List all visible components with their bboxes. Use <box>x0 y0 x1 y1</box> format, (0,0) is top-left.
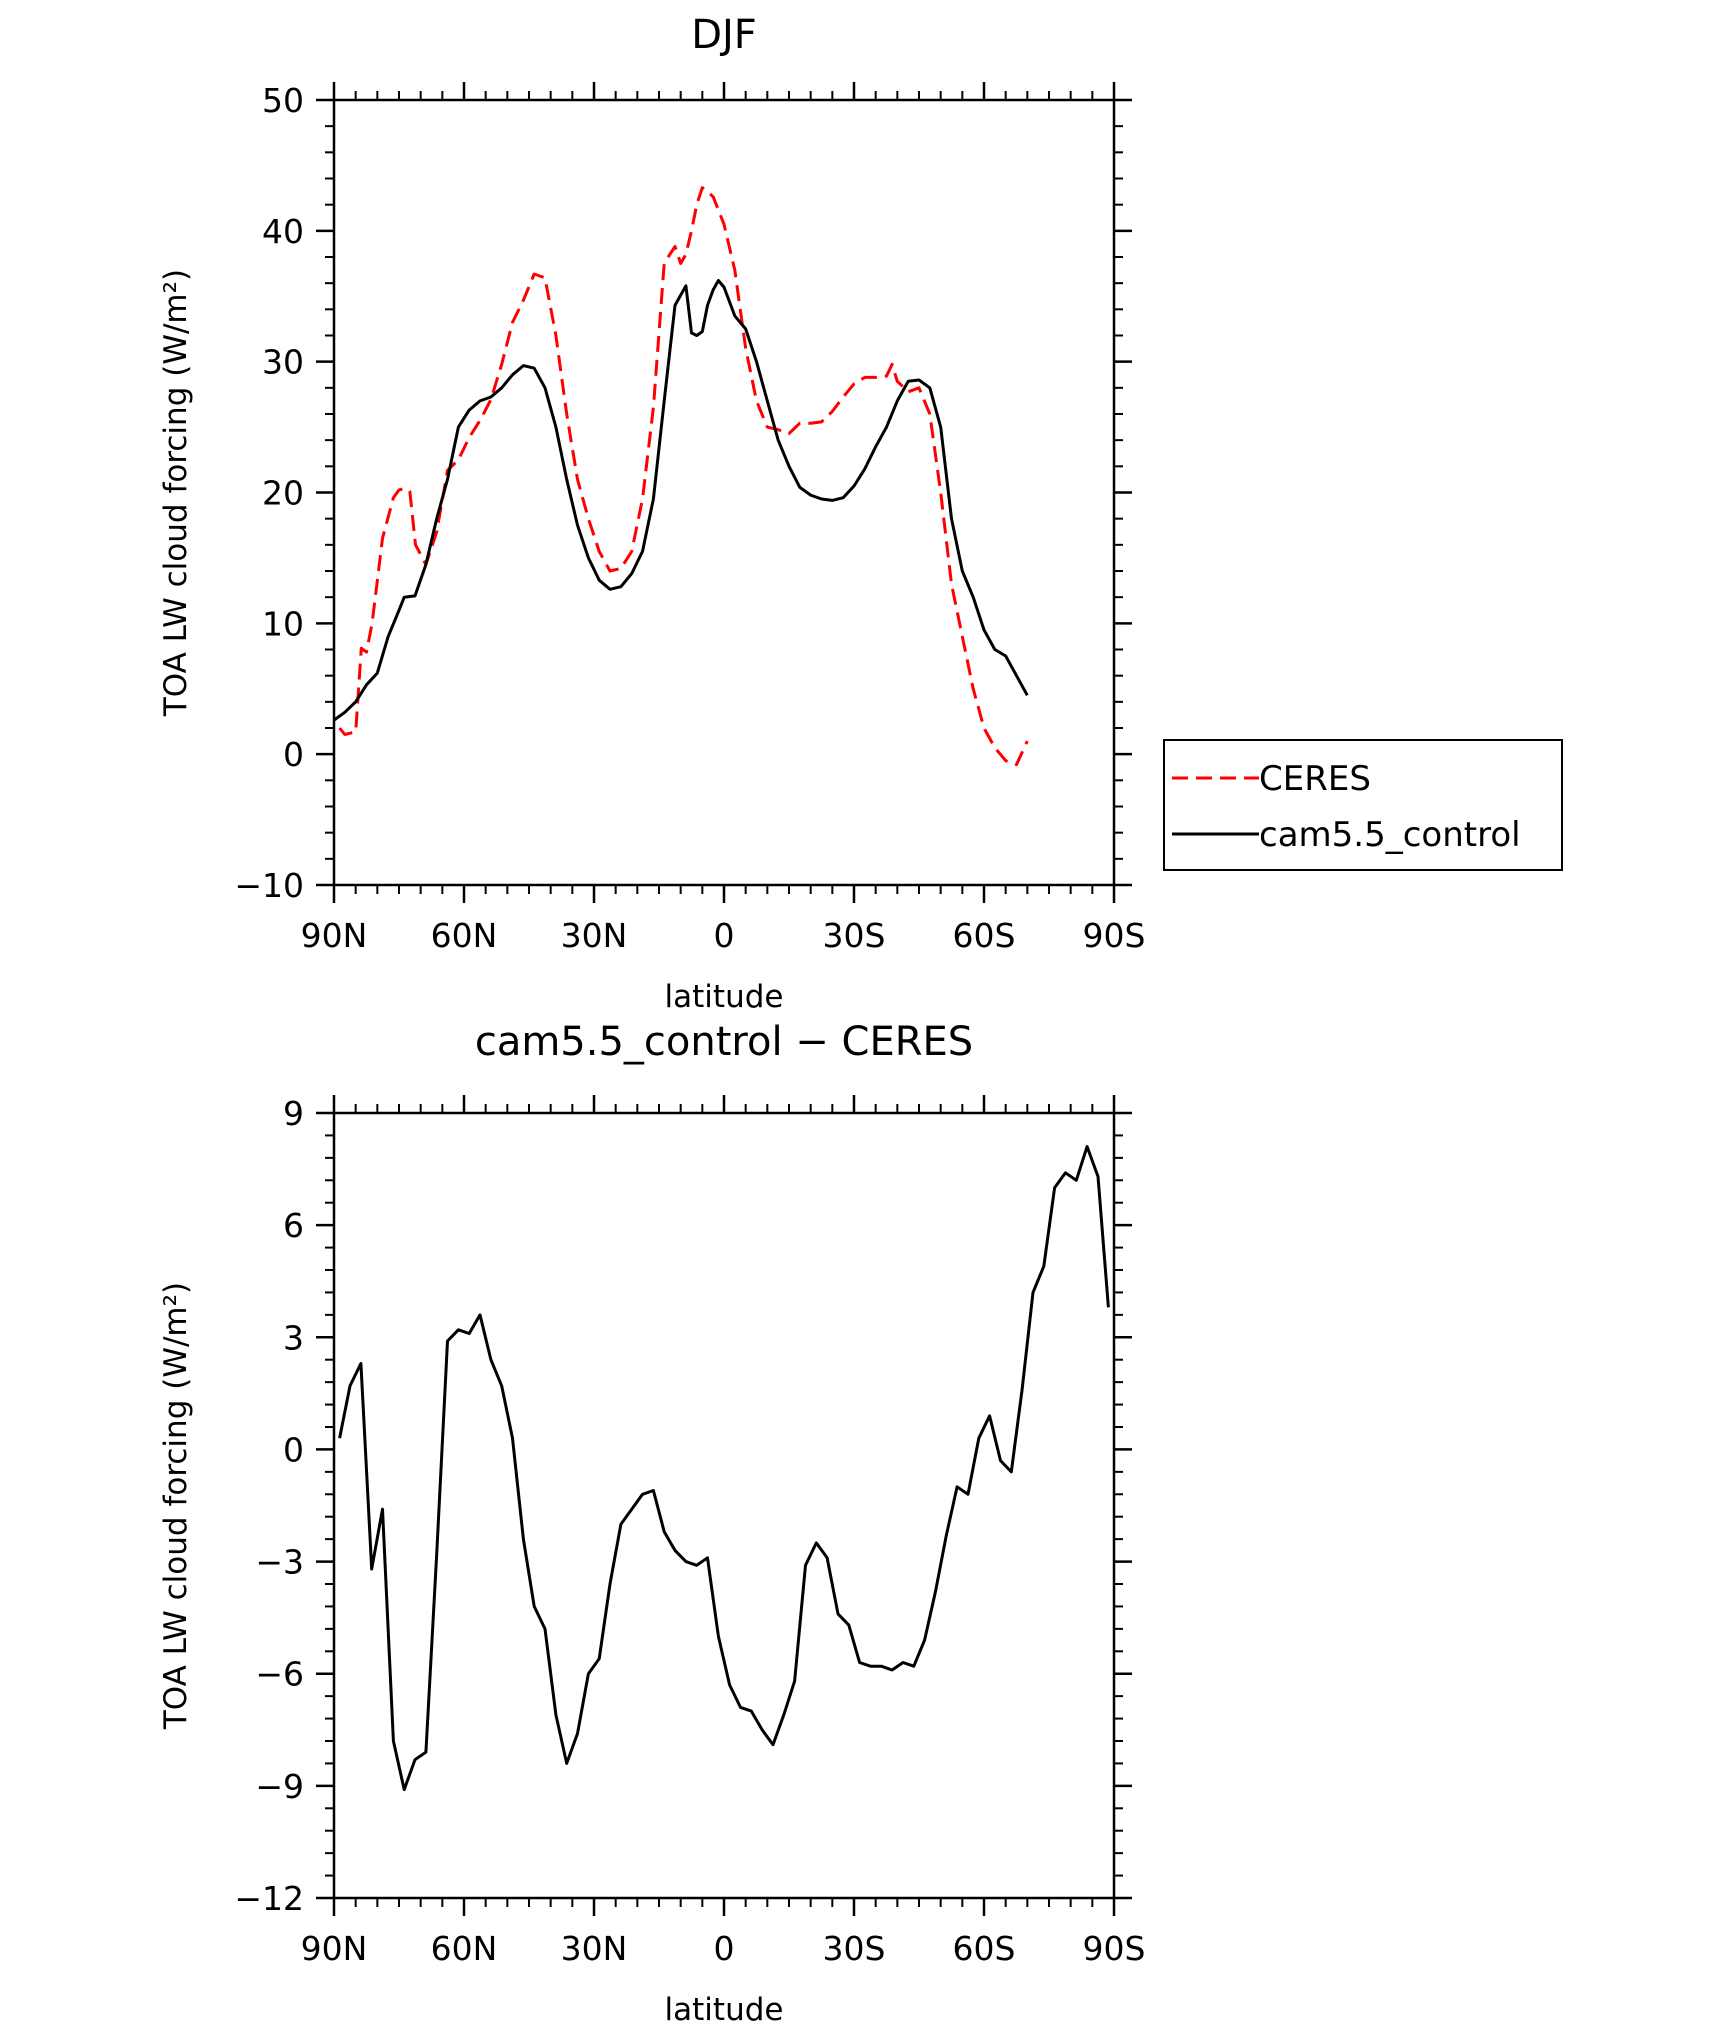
x-tick-label: 30S <box>823 1929 886 1968</box>
y-tick-label: −9 <box>255 1767 304 1806</box>
y-tick-label: 50 <box>262 81 304 120</box>
x-tick-label: 60S <box>953 1929 1016 1968</box>
series-line-ceres <box>338 186 1029 767</box>
y-tick-label: 9 <box>283 1094 304 1133</box>
y-axis-label: TOA LW cloud forcing (W/m²) <box>158 1282 194 1730</box>
x-tick-label: 60S <box>953 916 1016 955</box>
chart-title: DJF <box>691 12 757 58</box>
chart-title: cam5.5_control − CERES <box>475 1019 973 1065</box>
x-axis-label: latitude <box>665 979 784 1015</box>
plot-frame <box>332 98 1116 887</box>
y-tick-label: 3 <box>283 1318 304 1357</box>
y-tick-label: 6 <box>283 1206 304 1245</box>
x-tick-label: 30S <box>823 916 886 955</box>
x-tick-label: 0 <box>714 1929 735 1968</box>
x-tick-label: 30N <box>561 1929 628 1968</box>
x-tick-label: 90N <box>301 916 368 955</box>
x-tick-label: 0 <box>714 916 735 955</box>
y-tick-label: −12 <box>234 1879 304 1918</box>
x-tick-label: 60N <box>431 1929 498 1968</box>
x-tick-label: 90S <box>1083 1929 1146 1968</box>
y-tick-label: −6 <box>255 1655 304 1694</box>
plot-frame <box>332 1111 1116 1900</box>
y-tick-label: 0 <box>283 1430 304 1469</box>
x-tick-label: 30N <box>561 916 628 955</box>
legend-label: CERES <box>1259 759 1371 799</box>
series-line-cam5-5-control <box>338 1145 1110 1792</box>
y-tick-label: 10 <box>262 604 304 643</box>
y-tick-label: −10 <box>234 866 304 905</box>
y-axis-label: TOA LW cloud forcing (W/m²) <box>158 269 194 717</box>
x-tick-label: 90N <box>301 1929 368 1968</box>
x-tick-label: 60N <box>431 916 498 955</box>
y-tick-label: 30 <box>262 343 304 382</box>
legend-label: cam5.5_control <box>1259 815 1521 855</box>
y-tick-label: −3 <box>255 1543 304 1582</box>
series-line-cam5-5-control <box>334 279 1029 722</box>
y-tick-label: 40 <box>262 212 304 251</box>
legend: CERES cam5.5_control <box>1163 739 1563 871</box>
x-axis-label: latitude <box>665 1992 784 2021</box>
y-tick-label: 0 <box>283 735 304 774</box>
legend-box <box>1163 739 1563 871</box>
y-tick-label: 20 <box>262 474 304 513</box>
chart-panel-1: DJF 90N 60N 30N 0 30S 60S 90S −10 0 10 20 30 40 50 lati… <box>158 12 1563 1015</box>
x-tick-label: 90S <box>1083 916 1146 955</box>
